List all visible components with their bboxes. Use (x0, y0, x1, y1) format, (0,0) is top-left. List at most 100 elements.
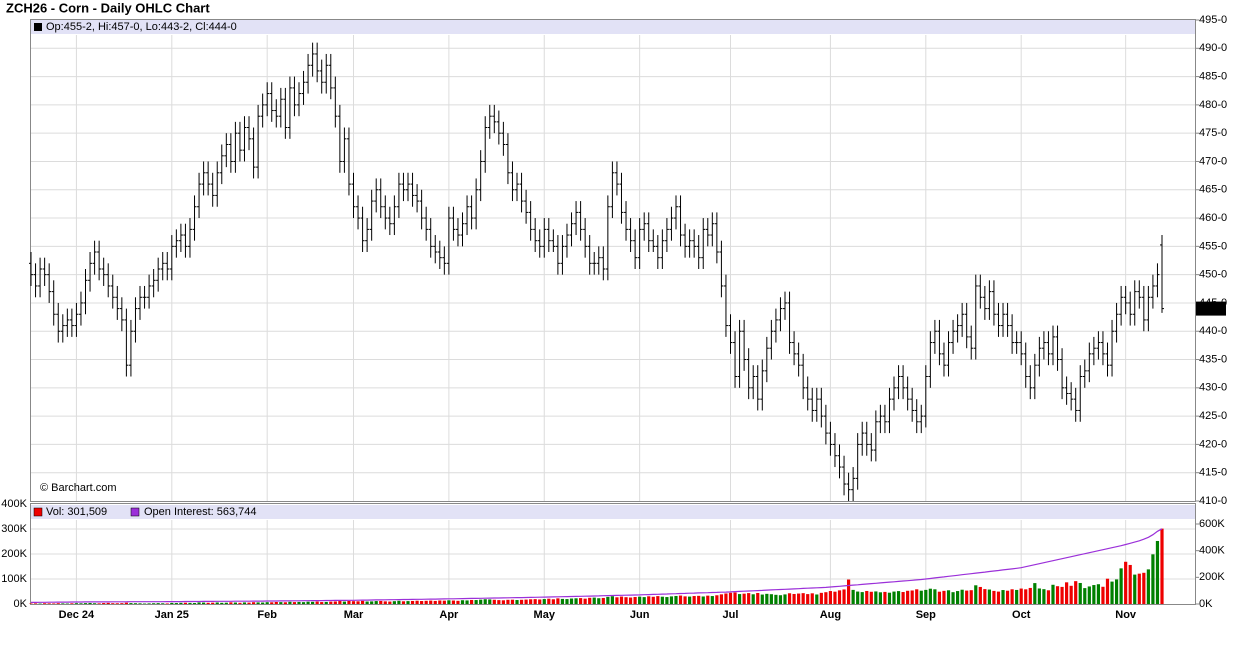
volume-bar (120, 603, 124, 604)
volume-bar (152, 603, 156, 604)
volume-bar (1146, 569, 1150, 604)
volume-bar (47, 603, 51, 604)
volume-bar (992, 590, 996, 604)
volume-bar (438, 600, 442, 604)
volume-bar (692, 596, 696, 604)
volume-bar (1055, 586, 1060, 604)
volume-bar (170, 602, 174, 604)
volume-bar (133, 603, 138, 604)
volume-bar (674, 595, 678, 604)
y-tick-label: 425-0 (1199, 410, 1227, 422)
volume-bar (333, 601, 337, 604)
volume-bar (697, 595, 701, 604)
volume-bar (315, 601, 319, 604)
y-tick-label: 435-0 (1199, 353, 1227, 365)
volume-bar (619, 596, 624, 604)
volume-bar (52, 603, 56, 604)
volume-bar (415, 600, 419, 604)
x-tick-label: Nov (1115, 609, 1137, 621)
volume-bar (778, 595, 783, 604)
volume-bar (651, 596, 655, 604)
volume-bar (965, 590, 969, 604)
legend-swatch (34, 23, 42, 31)
volume-bar (342, 601, 347, 604)
volume-bar (1160, 528, 1164, 604)
volume-bar (751, 594, 755, 604)
volume-bar (247, 602, 251, 604)
volume-bar (865, 590, 869, 604)
volume-bar (878, 592, 882, 604)
volume-bar (592, 597, 596, 604)
volume-bar (846, 579, 851, 604)
volume-bar (1092, 585, 1096, 604)
volume-bar (229, 602, 233, 604)
volume-bar (824, 592, 828, 604)
volume-bar (1124, 561, 1128, 604)
volume-bar (683, 596, 687, 604)
volume-bar (174, 603, 178, 604)
volume-bar (737, 594, 742, 604)
volume-bar (524, 599, 528, 604)
volume-bar (356, 601, 360, 604)
volume-bar (551, 599, 555, 604)
volume-bar (265, 602, 269, 604)
volume-bar (129, 603, 133, 604)
volume-bar (324, 601, 328, 604)
volume-bar (1142, 572, 1146, 604)
volume-bar (374, 601, 378, 604)
volume-bar (1024, 589, 1028, 604)
chart-title: ZCH26 - Corn - Daily OHLC Chart (6, 0, 210, 15)
volume-bar (360, 600, 365, 604)
volume-bar (1087, 586, 1091, 604)
volume-bar (556, 598, 560, 604)
y2-tick-label: 600K (1199, 518, 1225, 530)
volume-bar (1028, 587, 1032, 604)
volume-bar (901, 592, 905, 604)
volume-bar (874, 591, 878, 604)
volume-bar (928, 588, 932, 604)
volume-bar (1051, 584, 1055, 604)
volume-bar (233, 602, 237, 604)
volume-bar (1001, 590, 1005, 604)
last-price-label: 444-0 (1198, 303, 1226, 315)
volume-bar (1046, 590, 1051, 604)
volume-bar (706, 595, 710, 604)
volume-bar (547, 598, 551, 604)
volume-bar (1042, 589, 1046, 604)
x-tick-label: Sep (916, 609, 936, 621)
y2-tick-label: 400K (1199, 545, 1225, 557)
volume-bar (301, 602, 306, 604)
x-tick-label: Mar (344, 609, 364, 621)
open-interest-line (31, 528, 1163, 603)
y-tick-label: 300K (1, 523, 27, 535)
volume-bar (383, 601, 387, 604)
volume-bar (792, 593, 796, 604)
legend-label: Vol: 301,509 (46, 506, 107, 518)
volume-bar (479, 599, 483, 604)
volume-bar (292, 602, 297, 604)
volume-bar (161, 603, 165, 604)
volume-bar (760, 594, 764, 604)
volume-bar (474, 600, 478, 604)
volume-bar (974, 585, 978, 604)
y-tick-label: 450-0 (1199, 269, 1227, 281)
x-tick-label: May (534, 609, 556, 621)
volume-bar (274, 601, 278, 604)
volume-bar (1037, 588, 1041, 604)
x-tick-label: Jun (630, 609, 650, 621)
volume-bar (806, 594, 810, 604)
volume-bar (392, 601, 396, 604)
y-tick-label: 100K (1, 573, 27, 585)
volume-bar (433, 600, 437, 604)
volume-bar (510, 599, 515, 604)
volume-bar (719, 594, 724, 604)
volume-bar (1078, 582, 1082, 604)
volume-bar (942, 590, 946, 604)
y-tick-label: 200K (1, 548, 27, 560)
volume-bar (297, 601, 301, 604)
volume-bar (915, 589, 919, 604)
volume-bar (565, 599, 569, 604)
legend-strip (31, 20, 1195, 34)
